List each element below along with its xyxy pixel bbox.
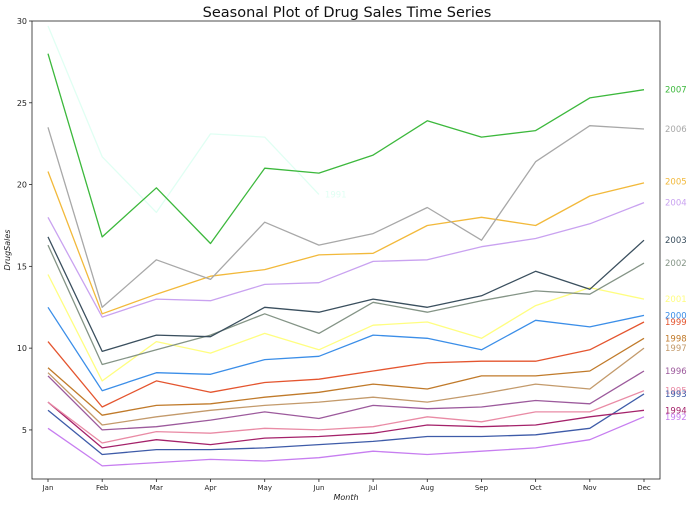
series-end-label-1992: 1992 (665, 413, 687, 423)
series-end-label-2003: 2003 (665, 236, 687, 246)
series-end-label-1994: 1994 (665, 406, 687, 416)
series-line-2001 (47, 274, 645, 382)
series-line-2002 (47, 244, 645, 366)
series-line-1994 (47, 401, 645, 449)
series-end-label-2002: 2002 (665, 259, 687, 269)
series-end-label-1996: 1996 (665, 367, 687, 377)
chart-title: Seasonal Plot of Drug Sales Time Series (203, 5, 492, 21)
series-line-2005 (47, 171, 645, 315)
series-end-label-1995: 1995 (665, 387, 687, 397)
plot-frame (31, 20, 661, 480)
series-line-1996 (47, 370, 645, 431)
series-end-label-2000: 2000 (665, 311, 687, 321)
y-tick-label: 20 (17, 181, 27, 190)
series-end-label-2007: 2007 (665, 86, 687, 96)
x-axis-label: Month (333, 493, 358, 502)
series-line-1997 (47, 347, 645, 426)
x-tick-label: Oct (530, 484, 542, 492)
series-end-label-2006: 2006 (665, 125, 687, 135)
y-tick-label: 5 (22, 426, 27, 435)
y-tick-label: 30 (17, 17, 27, 26)
series-end-label-1991: 1991 (325, 190, 347, 200)
series-line-2006 (47, 125, 645, 308)
x-tick-label: Feb (96, 484, 109, 492)
series-line-1998 (47, 337, 645, 416)
series-end-label-1999: 1999 (665, 318, 687, 328)
x-tick-label: Jul (368, 484, 378, 492)
x-tick-label: Sep (475, 484, 489, 492)
x-tick-label: Apr (204, 484, 216, 492)
x-tick-label: Dec (637, 484, 651, 492)
series-line-1993 (47, 393, 645, 456)
series-line-2000 (47, 306, 645, 392)
x-tick-label: Mar (150, 484, 163, 492)
x-tick-label: Aug (420, 484, 434, 492)
y-tick-label: 10 (17, 344, 27, 353)
series-end-label-2001: 2001 (665, 295, 687, 305)
series-end-label-2004: 2004 (665, 199, 687, 209)
series-line-1991 (47, 25, 320, 214)
series-end-label-1998: 1998 (665, 334, 687, 344)
series-line-2003 (47, 236, 645, 353)
series-end-label-2005: 2005 (665, 177, 687, 187)
series-line-1999 (47, 321, 645, 408)
y-tick-label: 25 (17, 99, 27, 108)
series-line-1995 (47, 390, 645, 444)
x-tick-label: Nov (583, 484, 597, 492)
series-end-label-1997: 1997 (665, 344, 687, 354)
x-tick-label: Jan (42, 484, 54, 492)
x-tick-label: Jun (312, 484, 324, 492)
y-tick-label: 15 (17, 262, 27, 271)
series-line-2004 (47, 201, 645, 318)
series-line-2007 (47, 53, 645, 245)
series-end-label-1993: 1993 (665, 390, 687, 400)
x-tick-label: May (257, 484, 271, 492)
series-line-1992 (47, 416, 645, 467)
y-axis-label: DrugSales (3, 230, 12, 271)
